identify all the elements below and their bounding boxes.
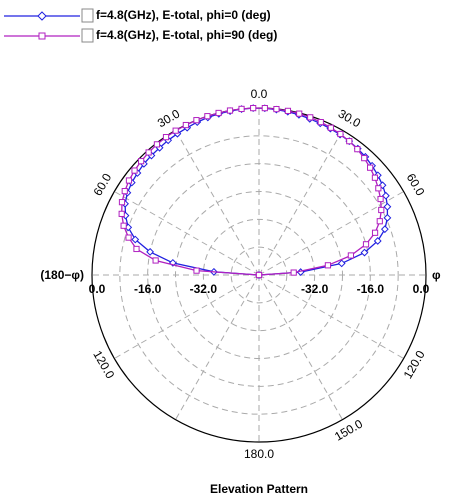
series-point-square [118, 210, 125, 217]
angle-tick-label: 60.0 [90, 171, 114, 199]
series-point-square [193, 267, 200, 274]
legend-item-phi0[interactable]: f=4.8(GHz), E-total, phi=0 (deg) [4, 6, 444, 26]
series-point-square [131, 167, 138, 174]
legend-label-phi90: f=4.8(GHz), E-total, phi=90 (deg) [96, 28, 278, 42]
series-point-square [273, 105, 280, 113]
series-point-square [120, 222, 127, 229]
angle-tick-label: 180.0 [244, 447, 274, 461]
series-point-square [162, 134, 170, 141]
series-point-square [347, 252, 354, 259]
radial-tick-label: -32.0 [301, 282, 329, 296]
series-layer [118, 104, 392, 279]
grid-spoke [258, 130, 343, 276]
series-point-square [125, 234, 132, 241]
grid-spoke [258, 274, 404, 359]
angle-tick-label: 150.0 [332, 416, 365, 443]
legend-label-phi0: f=4.8(GHz), E-total, phi=0 (deg) [96, 8, 271, 22]
series-point-diamond [373, 237, 382, 245]
radial-tick-label: -16.0 [134, 282, 162, 296]
series-point-square [172, 127, 179, 134]
angle-tick-label: 30.0 [155, 106, 183, 130]
series-point-square [182, 121, 189, 129]
series-point-square [371, 174, 379, 181]
side-label-left: (180−φ) [40, 268, 84, 282]
series-point-square [215, 109, 222, 117]
series-point-square [250, 105, 257, 112]
angle-tick-label: 0.0 [251, 87, 268, 101]
series-point-square [290, 269, 297, 276]
series-line-1 [121, 107, 382, 276]
series-point-square [296, 110, 303, 117]
series-point-square [367, 164, 374, 171]
series-point-square [138, 158, 145, 165]
grid-spoke [258, 191, 404, 276]
grid-spoke [114, 191, 260, 276]
series-point-square [376, 218, 383, 225]
series-point-square [125, 177, 133, 184]
legend-line-square-icon [4, 28, 94, 43]
radial-tick-label: 0.0 [89, 282, 106, 296]
series-point-square [377, 195, 384, 203]
grid-spoke [114, 274, 260, 359]
series-point-diamond [383, 202, 392, 211]
chart-title: Elevation Pattern [210, 482, 308, 496]
series-point-diamond [168, 258, 177, 267]
series-point-diamond [146, 247, 155, 256]
radial-tick-label: -32.0 [190, 282, 218, 296]
series-point-square [118, 199, 126, 206]
series-point-square [375, 185, 382, 192]
legend-line-diamond-icon [4, 8, 94, 23]
series-point-square [226, 107, 234, 114]
series-point-square [145, 149, 152, 156]
angle-tick-label: 60.0 [404, 171, 428, 199]
series-point-square [317, 118, 324, 126]
series-point-square [133, 245, 140, 253]
series-point-diamond [337, 259, 346, 268]
legend: f=4.8(GHz), E-total, phi=0 (deg) f=4.8(G… [0, 0, 451, 50]
series-point-square [354, 146, 361, 153]
series-point-square [371, 229, 379, 236]
series-point-square [238, 105, 245, 113]
series-point-diamond [131, 235, 140, 244]
radial-tick-label: -16.0 [357, 282, 385, 296]
series-point-square [153, 141, 161, 148]
series-point-square [362, 241, 370, 248]
side-label-right: φ [432, 268, 441, 282]
grid-spoke [175, 274, 260, 420]
tick-labels: 0.0 30.0 60.0 120.0 150.0 180.0 120.0 60.0 30.0 0… [40, 87, 441, 496]
legend-item-phi90[interactable]: f=4.8(GHz), E-total, phi=90 (deg) [4, 26, 444, 46]
series-point-diamond [380, 225, 389, 234]
series-point-square [327, 124, 334, 131]
grid-circle [230, 246, 288, 304]
series-point-square [193, 117, 200, 124]
series-point-square [121, 188, 128, 195]
grid-circle [119, 135, 399, 415]
series-point-square [378, 206, 385, 214]
angle-tick-label: 120.0 [401, 348, 428, 381]
series-point-square [346, 138, 353, 145]
radial-tick-label: 0.0 [413, 282, 430, 296]
grid-spoke [258, 274, 343, 420]
grid-spoke [175, 130, 260, 276]
series-point-square [284, 107, 292, 114]
series-point-diamond [381, 191, 390, 200]
series-point-square [152, 257, 159, 264]
polar-grid [91, 107, 427, 443]
series-point-square [361, 155, 368, 162]
series-point-square [204, 113, 211, 120]
series-point-diamond [360, 248, 369, 257]
series-point-square [307, 114, 314, 121]
series-point-square [324, 262, 332, 269]
series-point-diamond [383, 213, 392, 222]
series-point-square [261, 105, 268, 112]
series-point-square [255, 271, 263, 279]
angle-tick-label: 120.0 [90, 348, 117, 381]
angle-tick-label: 30.0 [336, 106, 364, 130]
series-point-square [337, 130, 344, 138]
